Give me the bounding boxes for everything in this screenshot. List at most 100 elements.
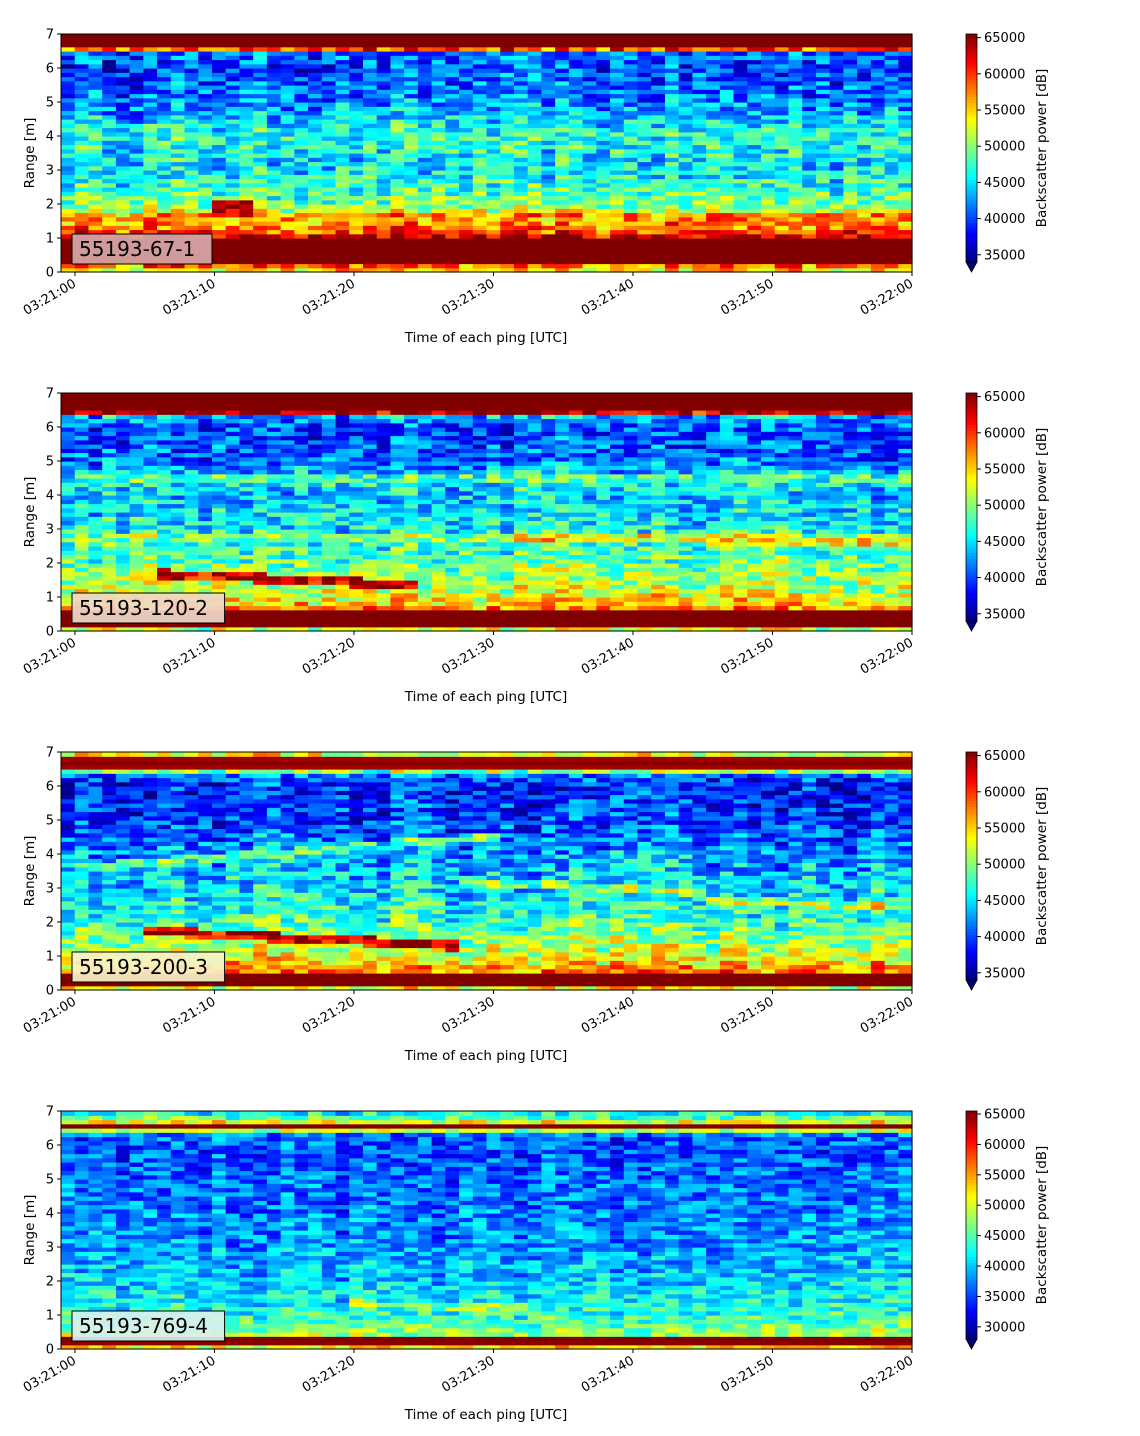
- heatmap-cell: [733, 148, 748, 154]
- heatmap-cell: [115, 182, 131, 188]
- heatmap-cell: [610, 123, 625, 129]
- heatmap-cell: [321, 136, 337, 141]
- heatmap-cell: [376, 229, 392, 235]
- heatmap-cell: [568, 102, 584, 107]
- heatmap-cell: [294, 255, 309, 260]
- heatmap-cell: [61, 119, 76, 124]
- heatmap-cell: [280, 537, 295, 543]
- heatmap-cell: [211, 93, 227, 99]
- heatmap-cell: [253, 242, 268, 248]
- heatmap-cell: [678, 225, 693, 231]
- heatmap-cell: [390, 182, 405, 188]
- heatmap-cell: [596, 55, 611, 61]
- heatmap-cell: [651, 618, 666, 624]
- heatmap-cell: [88, 72, 103, 78]
- heatmap-cell: [706, 89, 721, 95]
- heatmap-cell: [253, 584, 268, 590]
- colorbar-segment: [966, 193, 977, 198]
- heatmap-cell: [404, 191, 419, 197]
- heatmap-cell: [527, 233, 543, 239]
- heatmap-cell: [719, 136, 735, 141]
- heatmap-cell: [582, 242, 597, 248]
- heatmap-cell: [719, 208, 735, 214]
- heatmap-cell: [568, 229, 584, 235]
- heatmap-cell: [761, 238, 776, 243]
- heatmap-cell: [390, 102, 405, 107]
- heatmap-cell: [596, 588, 611, 594]
- heatmap-cell: [431, 259, 446, 265]
- heatmap-cell: [362, 174, 378, 180]
- heatmap-cell: [349, 102, 364, 107]
- heatmap-cell: [678, 93, 693, 99]
- colorbar-segment: [966, 42, 977, 46]
- heatmap-cell: [376, 72, 392, 78]
- heatmap-cell: [472, 609, 488, 615]
- heatmap-cell: [513, 72, 529, 78]
- heatmap-cell: [857, 221, 872, 226]
- heatmap-cell: [678, 114, 693, 120]
- heatmap-cell: [596, 580, 611, 585]
- heatmap-cell: [445, 144, 460, 150]
- heatmap-cell: [541, 212, 556, 218]
- heatmap-cell: [527, 157, 543, 163]
- heatmap-cell: [115, 76, 131, 82]
- heatmap-cell: [362, 601, 378, 607]
- heatmap-cell: [445, 55, 460, 61]
- heatmap-cell: [239, 46, 254, 52]
- heatmap-cell: [253, 588, 268, 594]
- heatmap-cell: [129, 76, 144, 82]
- heatmap-cell: [143, 144, 158, 150]
- heatmap-cell: [541, 584, 556, 590]
- heatmap-cell: [459, 238, 474, 243]
- heatmap-cell: [527, 68, 543, 73]
- heatmap-cell: [390, 584, 405, 590]
- heatmap-cell: [61, 182, 76, 188]
- heatmap-cell: [815, 580, 831, 585]
- heatmap-cell: [857, 46, 872, 52]
- heatmap-cell: [500, 153, 515, 158]
- heatmap-cell: [102, 182, 117, 188]
- heatmap-cell: [349, 76, 364, 82]
- heatmap-cell: [211, 238, 227, 243]
- heatmap-cell: [143, 68, 158, 73]
- heatmap-cell: [266, 238, 282, 243]
- heatmap-cell: [362, 550, 378, 556]
- heatmap-cell: [184, 567, 199, 573]
- heatmap-cell: [472, 622, 488, 628]
- heatmap-cell: [376, 601, 392, 607]
- heatmap-cell: [829, 170, 844, 175]
- heatmap-cell: [568, 221, 584, 226]
- heatmap-cell: [445, 246, 460, 252]
- colorbar-segment: [966, 199, 977, 203]
- heatmap-cell: [692, 546, 707, 551]
- heatmap-cell: [802, 191, 817, 197]
- heatmap-cell: [486, 238, 501, 243]
- heatmap-cell: [157, 157, 172, 163]
- heatmap-cell: [500, 597, 515, 602]
- heatmap-cell: [486, 85, 501, 90]
- heatmap-cell: [88, 267, 103, 273]
- heatmap-cell: [774, 123, 790, 129]
- heatmap-cell: [74, 622, 90, 628]
- heatmap-cell: [829, 212, 844, 218]
- heatmap-cell: [843, 187, 858, 192]
- heatmap-cell: [486, 546, 501, 551]
- heatmap-cell: [884, 550, 899, 556]
- heatmap-cell: [513, 233, 529, 239]
- heatmap-cell: [815, 255, 831, 260]
- heatmap-cell: [459, 221, 474, 226]
- heatmap-cell: [692, 571, 707, 577]
- heatmap-cell: [266, 533, 282, 539]
- heatmap-cell: [225, 233, 241, 239]
- heatmap-cell: [280, 195, 295, 201]
- heatmap-cell: [308, 153, 323, 158]
- heatmap-cell: [596, 195, 611, 201]
- heatmap-cell: [280, 584, 295, 590]
- heatmap-cell: [239, 221, 254, 226]
- heatmap-cell: [733, 558, 748, 564]
- heatmap-cell: [857, 114, 872, 120]
- heatmap-cell: [184, 622, 199, 628]
- heatmap-cell: [349, 97, 364, 103]
- heatmap-cell: [239, 38, 254, 44]
- heatmap-cell: [129, 178, 144, 184]
